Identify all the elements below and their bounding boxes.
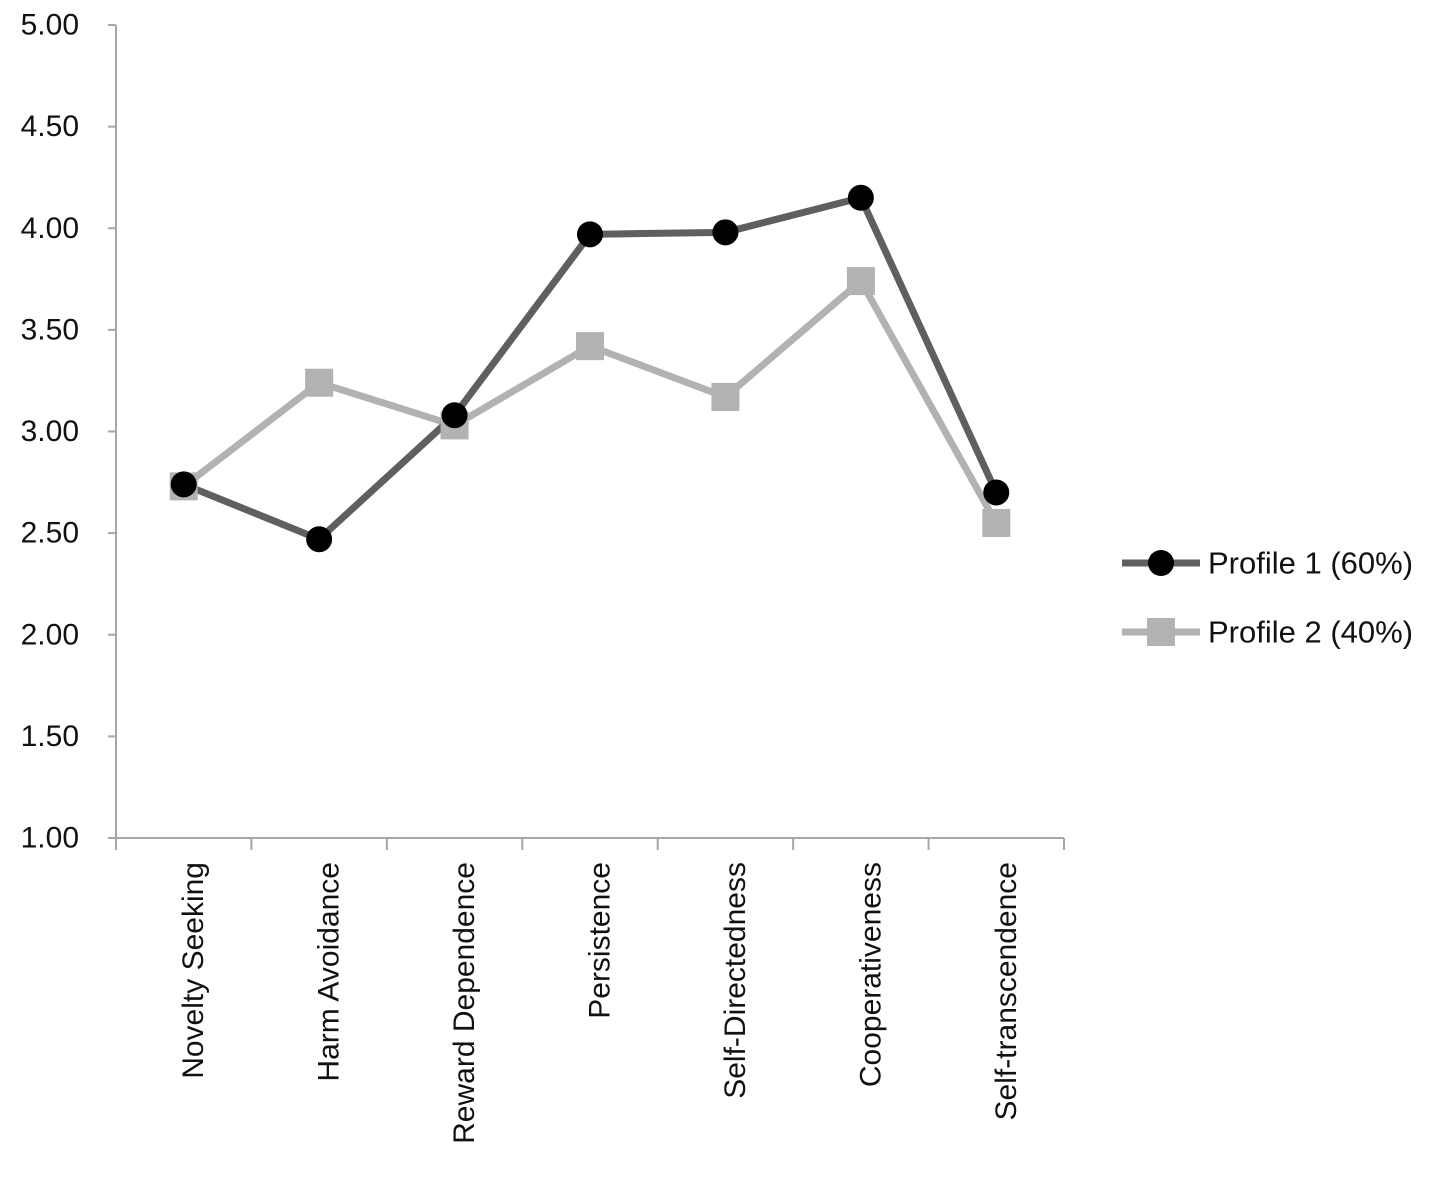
- series-lines: [180, 194, 1000, 543]
- series-line-1: [180, 194, 1000, 543]
- series-line-2: [180, 277, 1000, 527]
- series-markers: [169, 184, 1011, 553]
- y-tick-label: 2.50: [21, 517, 79, 550]
- legend-marker-1: [1148, 550, 1174, 576]
- y-tick-label: 2.00: [21, 618, 79, 651]
- y-tick-label: 5.00: [21, 9, 79, 42]
- series-1-point: [577, 221, 603, 248]
- x-category-label: Cooperativeness: [854, 862, 887, 1087]
- series-1-point: [847, 184, 874, 211]
- legend-label-2: Profile 2 (40%): [1208, 615, 1413, 650]
- y-tick-label: 4.50: [21, 110, 79, 143]
- series-1-point: [983, 479, 1010, 506]
- legend-marker-2: [1147, 618, 1175, 646]
- x-category-label: Persistence: [584, 862, 617, 1019]
- y-tick-label: 1.50: [21, 720, 79, 753]
- series-2-point: [846, 267, 875, 296]
- series-1-point: [170, 471, 197, 498]
- x-category-label: Self-Directedness: [719, 862, 752, 1099]
- y-tick-label: 1.00: [21, 822, 79, 855]
- series-2-point: [305, 368, 334, 397]
- y-tick-label: 3.00: [21, 415, 79, 448]
- series-1-point: [441, 402, 468, 429]
- y-tick-label: 3.50: [21, 313, 79, 346]
- series-2-point: [711, 382, 740, 411]
- series-2-point: [576, 332, 604, 361]
- x-category-label: Self-transcendence: [990, 862, 1023, 1121]
- series-2-point: [982, 508, 1011, 537]
- axes: 1.00 1.50 2.00 2.50 3.00 3.50 4.00 4.50 5.00 Nove…: [21, 9, 1065, 1144]
- x-category-label: Novelty Seeking: [177, 862, 210, 1079]
- series-1-point: [712, 219, 739, 246]
- y-tick-label: 4.00: [21, 212, 79, 245]
- legend-label-1: Profile 1 (60%): [1208, 546, 1413, 581]
- x-category-label: Harm Avoidance: [313, 862, 346, 1082]
- series-1-point: [306, 526, 333, 553]
- x-category-label: Reward Dependence: [448, 862, 481, 1144]
- legend: Profile 1 (60%) Profile 2 (40%): [1122, 546, 1413, 650]
